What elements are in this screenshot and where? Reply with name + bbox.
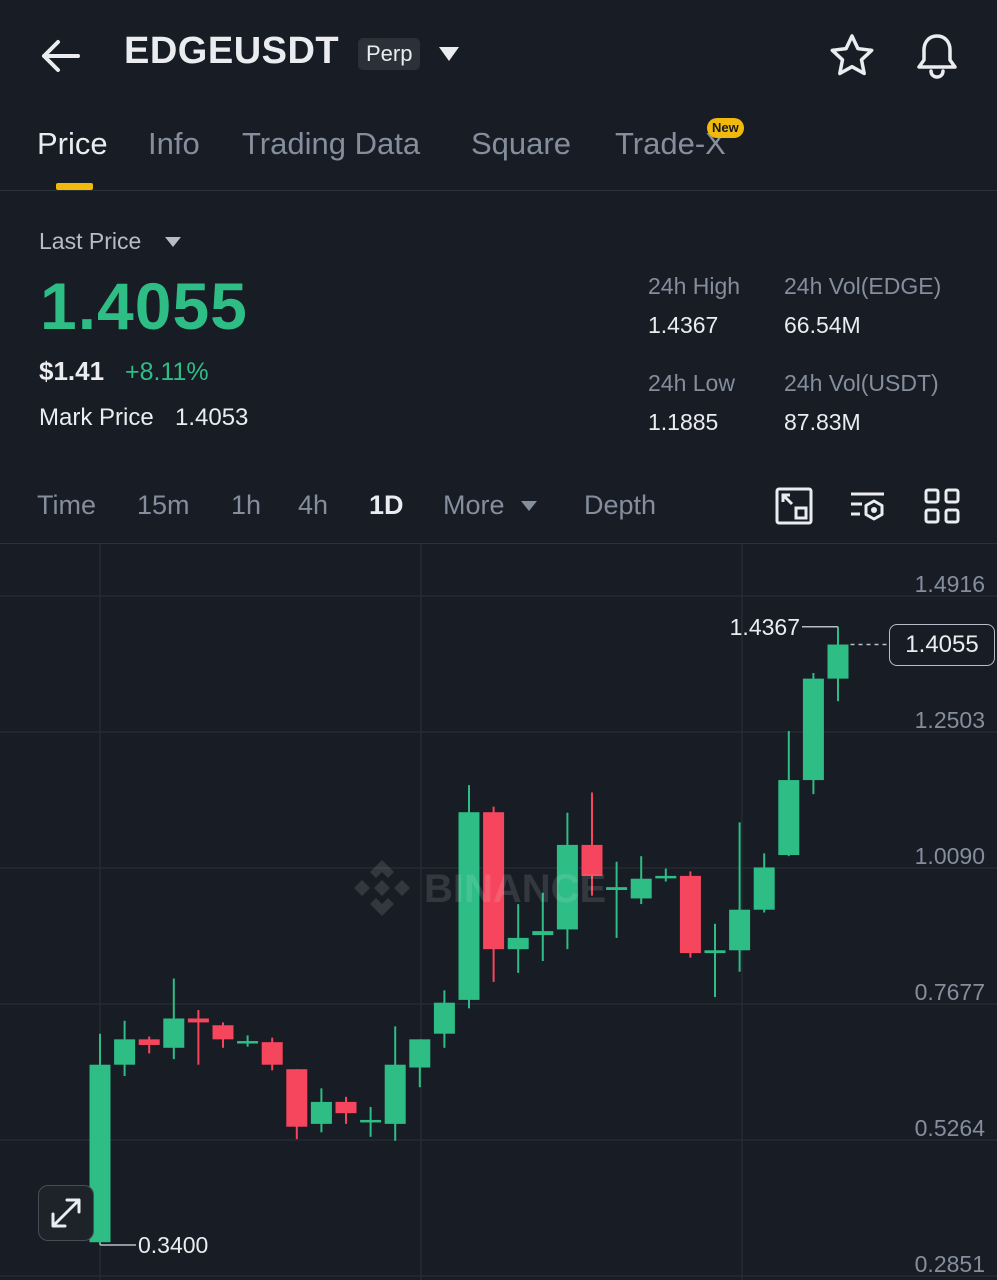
mark-price-value: 1.4053 [175, 404, 249, 431]
candle-body [212, 1025, 234, 1040]
vol-base-value: 66.54M [784, 312, 861, 338]
candle-body [187, 1018, 209, 1023]
watermark-text: BINANCE [424, 867, 606, 911]
candle-body [433, 1002, 455, 1034]
interval-1d[interactable]: 1D [369, 490, 404, 520]
candle-body [483, 812, 505, 950]
symbol-title[interactable]: EDGEUSDT [124, 30, 340, 72]
grid-menu-icon[interactable] [922, 486, 962, 526]
candle-body [89, 1064, 111, 1243]
candle-body [556, 844, 578, 930]
candle-body [237, 1041, 259, 1044]
candle-body [704, 950, 726, 954]
candle-body [655, 875, 677, 879]
back-arrow-icon[interactable] [38, 34, 82, 78]
interval-1h[interactable]: 1h [231, 490, 262, 520]
high-24h-value: 1.4367 [648, 312, 719, 338]
candle-body [532, 931, 554, 936]
favorite-star-icon[interactable] [828, 32, 876, 80]
interval-divider [0, 543, 997, 544]
last-price-label[interactable]: Last Price [39, 228, 142, 254]
candle-body [384, 1064, 406, 1124]
candlestick-chart[interactable]: 1.4916 1.2503 1.0090 0.7677 0.5264 0.2851 1.43… [0, 544, 997, 1280]
low-24h-label: 24h Low [648, 370, 735, 396]
interval-more[interactable]: More [443, 490, 505, 520]
candle-body [802, 678, 824, 781]
current-price-tag: 1.4055 [889, 623, 995, 666]
candle-body [310, 1101, 332, 1124]
expand-icon [51, 1198, 81, 1228]
price-change-percent: +8.11% [125, 358, 209, 386]
candle-body [827, 644, 849, 679]
tab-price[interactable]: Price [37, 126, 108, 161]
candle-body [606, 887, 628, 890]
interval-depth[interactable]: Depth [584, 490, 657, 520]
max-price-label: 1.4367 [730, 614, 800, 640]
candle-body [581, 844, 603, 876]
candle-body [507, 937, 529, 950]
tabs-divider [0, 190, 997, 191]
active-tab-indicator [56, 183, 93, 190]
candle-body [458, 812, 480, 1000]
candle-body [409, 1039, 431, 1068]
more-dropdown-icon[interactable] [520, 500, 538, 512]
last-price-dropdown-icon[interactable] [164, 236, 182, 248]
fullscreen-button[interactable] [38, 1185, 94, 1241]
y-tick-label: 1.2503 [915, 707, 985, 733]
chart-layout-icon[interactable] [774, 486, 814, 526]
candle-body [778, 780, 800, 856]
y-tick-label: 1.0090 [915, 843, 985, 869]
candle-body [753, 867, 775, 910]
candle-body [261, 1042, 283, 1065]
high-24h-label: 24h High [648, 273, 741, 299]
y-tick-label: 0.2851 [915, 1251, 985, 1277]
symbol-dropdown-icon[interactable] [438, 46, 460, 62]
mark-price-label: Mark Price [39, 404, 154, 431]
binance-watermark-logo: BINANCE [354, 860, 606, 916]
tab-info[interactable]: Info [148, 126, 200, 161]
vol-base-label: 24h Vol(EDGE) [784, 273, 942, 299]
last-price-value: 1.4055 [40, 269, 248, 343]
interval-4h[interactable]: 4h [298, 490, 329, 520]
y-tick-label: 1.4916 [915, 571, 985, 597]
notification-bell-icon[interactable] [912, 30, 962, 80]
new-badge: New [707, 118, 744, 138]
candle-body [114, 1039, 136, 1065]
interval-15m[interactable]: 15m [137, 490, 190, 520]
candle-body [163, 1018, 185, 1048]
candle-body [630, 878, 652, 899]
usd-price: $1.41 [39, 356, 105, 386]
candle-body [729, 909, 751, 951]
min-price-label: 0.3400 [138, 1232, 208, 1258]
candle-body [335, 1101, 357, 1114]
candle-body [360, 1119, 382, 1123]
candle-body [138, 1039, 160, 1045]
tab-trading-data[interactable]: Trading Data [242, 126, 421, 161]
y-tick-label: 0.7677 [915, 979, 985, 1005]
indicator-settings-icon[interactable] [848, 486, 888, 526]
vol-quote-label: 24h Vol(USDT) [784, 370, 939, 396]
low-24h-value: 1.1885 [648, 409, 719, 435]
perp-badge: Perp [358, 38, 421, 70]
candle-body [679, 875, 701, 954]
candle-body [286, 1069, 308, 1127]
tab-square[interactable]: Square [471, 126, 571, 161]
y-tick-label: 0.5264 [915, 1115, 986, 1141]
interval-time[interactable]: Time [37, 490, 96, 520]
vol-quote-value: 87.83M [784, 409, 861, 435]
